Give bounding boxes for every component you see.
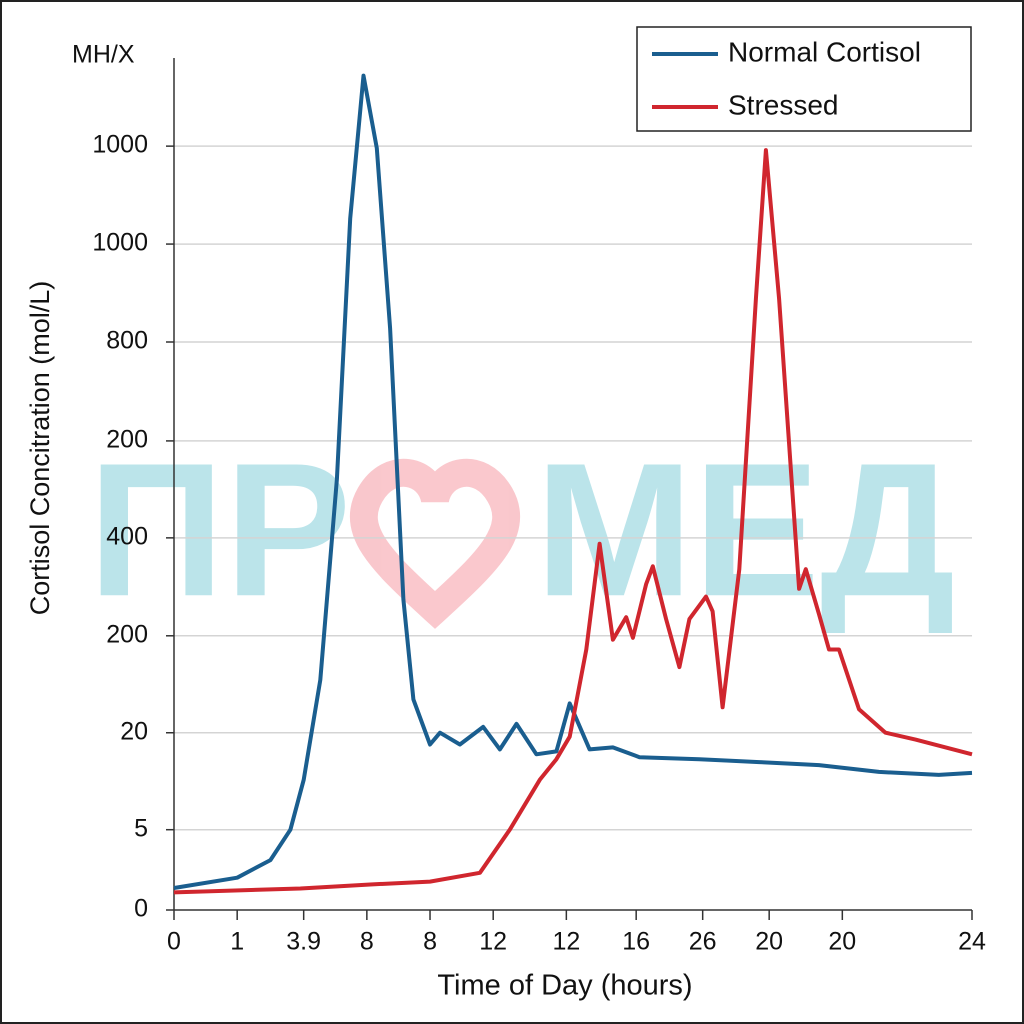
y-tick-label: 5 [134, 814, 148, 842]
x-tick-label: 16 [622, 928, 650, 956]
x-tick-label: 20 [755, 928, 783, 956]
y-unit-label: MH/X [72, 41, 135, 69]
x-axis-label: Time of Day (hours) [437, 970, 692, 1002]
x-tick-label: 8 [360, 928, 374, 956]
y-tick-label: 800 [106, 327, 148, 355]
y-tick-label: 0 [134, 895, 148, 923]
x-tick-label: 1 [230, 928, 244, 956]
x-tick-label: 12 [552, 928, 580, 956]
x-tick-label: 0 [167, 928, 181, 956]
line-series [173, 148, 973, 895]
y-tick-label: 20 [120, 717, 148, 745]
y-tick-label: 200 [106, 426, 148, 454]
y-tick-label: 1000 [92, 229, 148, 257]
y-tick-label: 1000 [92, 131, 148, 159]
x-tick-label: 24 [958, 928, 986, 956]
x-tick-label: 12 [479, 928, 507, 956]
legend-label: Stressed [728, 89, 839, 120]
legend: Normal Cortisol Stressed [636, 26, 972, 132]
legend-label: Normal Cortisol [728, 36, 921, 67]
x-tick-label: 20 [828, 928, 856, 956]
watermark-heart [349, 458, 521, 629]
watermark-text: ПР [88, 424, 351, 636]
y-tick-label: 200 [106, 620, 148, 648]
legend-box [636, 26, 972, 132]
x-tick-label: 3.9 [286, 928, 321, 956]
x-tick-label: 26 [689, 928, 717, 956]
y-tick-label: 400 [106, 522, 148, 550]
line-series [173, 73, 973, 890]
watermark: ПР МЕД [88, 424, 955, 636]
x-tick-label: 8 [423, 928, 437, 956]
y-axis-label: Cortisol Concitration (mol/L) [25, 281, 55, 616]
